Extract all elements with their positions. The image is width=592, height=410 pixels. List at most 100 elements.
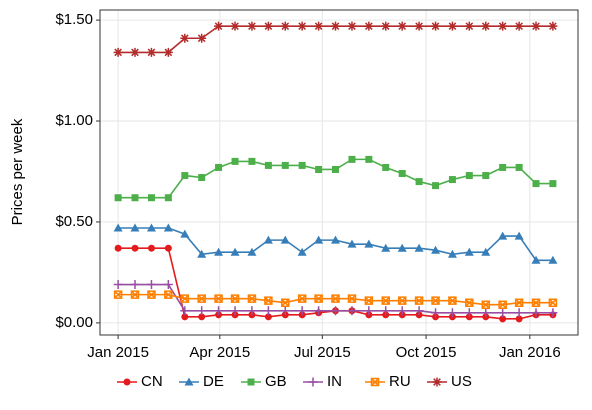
marker-shape: [432, 377, 442, 387]
marker: [180, 33, 190, 43]
legend-label: DE: [203, 373, 224, 390]
marker-shape: [431, 296, 440, 305]
marker: [130, 47, 140, 57]
marker: [465, 172, 473, 180]
marker-shape: [314, 21, 324, 31]
marker-shape: [130, 47, 140, 57]
marker-shape: [146, 280, 156, 290]
marker: [431, 308, 441, 318]
marker: [263, 306, 273, 316]
marker: [464, 308, 474, 318]
marker: [146, 47, 156, 57]
marker-shape: [198, 313, 206, 321]
marker: [448, 176, 456, 184]
marker-shape: [248, 157, 256, 165]
marker-shape: [264, 161, 272, 169]
marker-shape: [163, 280, 173, 290]
marker: [381, 296, 390, 305]
marker-shape: [264, 296, 273, 305]
marker: [230, 21, 240, 31]
marker-shape: [197, 33, 207, 43]
marker-shape: [532, 180, 540, 188]
marker: [415, 178, 423, 186]
marker-shape: [247, 247, 257, 256]
marker-shape: [397, 21, 407, 31]
marker: [197, 249, 207, 258]
marker-shape: [464, 21, 474, 31]
marker: [515, 163, 523, 171]
marker-shape: [214, 21, 224, 31]
marker: [264, 161, 272, 169]
marker-shape: [247, 378, 255, 386]
marker-shape: [180, 229, 190, 238]
marker-shape: [331, 294, 340, 303]
marker-shape: [464, 308, 474, 318]
marker-shape: [347, 239, 357, 248]
marker-shape: [381, 243, 391, 252]
marker: [481, 21, 491, 31]
marker: [531, 298, 541, 307]
marker-shape: [414, 296, 424, 305]
marker: [123, 378, 131, 386]
marker: [247, 294, 257, 303]
y-tick-label: $1.00: [55, 112, 93, 129]
marker-shape: [130, 223, 140, 232]
marker-shape: [280, 21, 290, 31]
marker-shape: [281, 298, 290, 307]
marker-shape: [515, 315, 523, 323]
marker: [297, 306, 307, 316]
marker: [113, 47, 123, 57]
marker-shape: [397, 306, 407, 316]
marker-shape: [197, 294, 206, 303]
marker-shape: [448, 176, 456, 184]
marker: [314, 306, 324, 316]
marker-shape: [447, 308, 457, 318]
marker-shape: [197, 249, 207, 258]
marker-shape: [381, 306, 391, 316]
marker: [197, 294, 206, 303]
marker-shape: [181, 172, 189, 180]
marker-shape: [263, 235, 273, 244]
marker-shape: [280, 306, 290, 316]
marker: [548, 298, 558, 307]
marker: [197, 306, 207, 316]
marker-shape: [298, 161, 306, 169]
marker-shape: [481, 308, 491, 318]
marker-shape: [215, 163, 223, 171]
marker: [180, 229, 190, 238]
marker-shape: [447, 249, 457, 258]
marker-shape: [164, 244, 172, 252]
marker: [163, 280, 173, 290]
x-tick-label: Jul 2015: [294, 344, 351, 361]
marker-shape: [247, 294, 257, 303]
marker-shape: [347, 21, 357, 31]
marker: [531, 255, 541, 264]
marker: [397, 296, 407, 305]
marker: [147, 194, 155, 202]
marker: [280, 306, 290, 316]
marker-shape: [531, 298, 541, 307]
marker-shape: [230, 247, 240, 256]
marker-shape: [482, 172, 490, 180]
marker-shape: [297, 247, 307, 256]
marker: [130, 290, 140, 299]
marker-shape: [314, 235, 324, 244]
marker-shape: [448, 296, 457, 305]
marker: [464, 21, 474, 31]
marker-shape: [280, 235, 290, 244]
marker: [248, 157, 256, 165]
marker: [414, 21, 424, 31]
marker-shape: [481, 247, 491, 256]
marker-shape: [531, 308, 541, 318]
marker: [130, 223, 140, 232]
marker-shape: [131, 244, 139, 252]
marker-shape: [432, 182, 440, 190]
marker-shape: [348, 155, 356, 163]
marker: [414, 243, 424, 252]
marker: [364, 296, 374, 305]
marker-shape: [230, 21, 240, 31]
marker-shape: [281, 161, 289, 169]
marker: [498, 308, 508, 318]
marker-shape: [297, 294, 307, 303]
